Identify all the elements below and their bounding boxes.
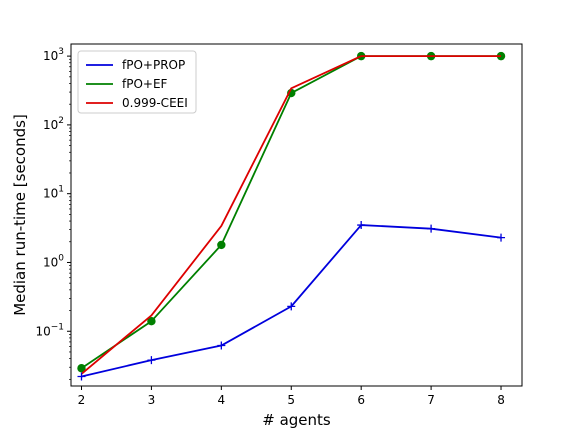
- series-layer: [77, 51, 506, 381]
- series-1-point-0: [77, 364, 86, 373]
- y-tick-label-1: 100: [43, 253, 64, 269]
- y-axis: 10−1 100 101 102 103: [35, 47, 71, 380]
- legend-label-0: fPO+PROP: [122, 58, 185, 72]
- x-axis: 2 3 4 5 6 7 8: [78, 386, 505, 407]
- legend: fPO+PROP fPO+EF 0.999-CEEI: [77, 50, 197, 114]
- series-0-point-4: [357, 221, 366, 230]
- series-2: [80, 55, 502, 375]
- series-0: [77, 221, 506, 381]
- series-0-point-6: [497, 233, 506, 242]
- y-tick-label-3: 102: [43, 116, 64, 132]
- series-0-point-0: [77, 372, 86, 381]
- x-tick-label-6: 8: [497, 393, 505, 407]
- y-tick-label-2: 101: [43, 185, 64, 201]
- series-1-point-1: [147, 317, 156, 326]
- x-tick-label-2: 4: [218, 393, 226, 407]
- series-line-2: [80, 55, 502, 375]
- x-tick-label-3: 5: [287, 393, 295, 407]
- series-0-point-1: [147, 356, 156, 365]
- x-tick-label-1: 3: [148, 393, 156, 407]
- series-0-point-2: [217, 341, 226, 350]
- y-tick-label-4: 103: [43, 47, 64, 63]
- x-axis-title: # agents: [262, 411, 331, 429]
- legend-label-2: 0.999-CEEI: [122, 96, 188, 110]
- series-1-point-2: [217, 240, 226, 250]
- x-tick-label-5: 7: [427, 393, 435, 407]
- series-0-point-5: [427, 224, 436, 233]
- y-tick-label-0: 10−1: [35, 322, 64, 338]
- legend-label-1: fPO+EF: [122, 77, 168, 91]
- series-0-point-3: [287, 302, 296, 311]
- x-tick-label-0: 2: [78, 393, 86, 407]
- legend-box: [77, 50, 197, 114]
- x-tick-label-4: 6: [357, 393, 365, 407]
- y-axis-title: Median run-time [seconds]: [11, 114, 29, 316]
